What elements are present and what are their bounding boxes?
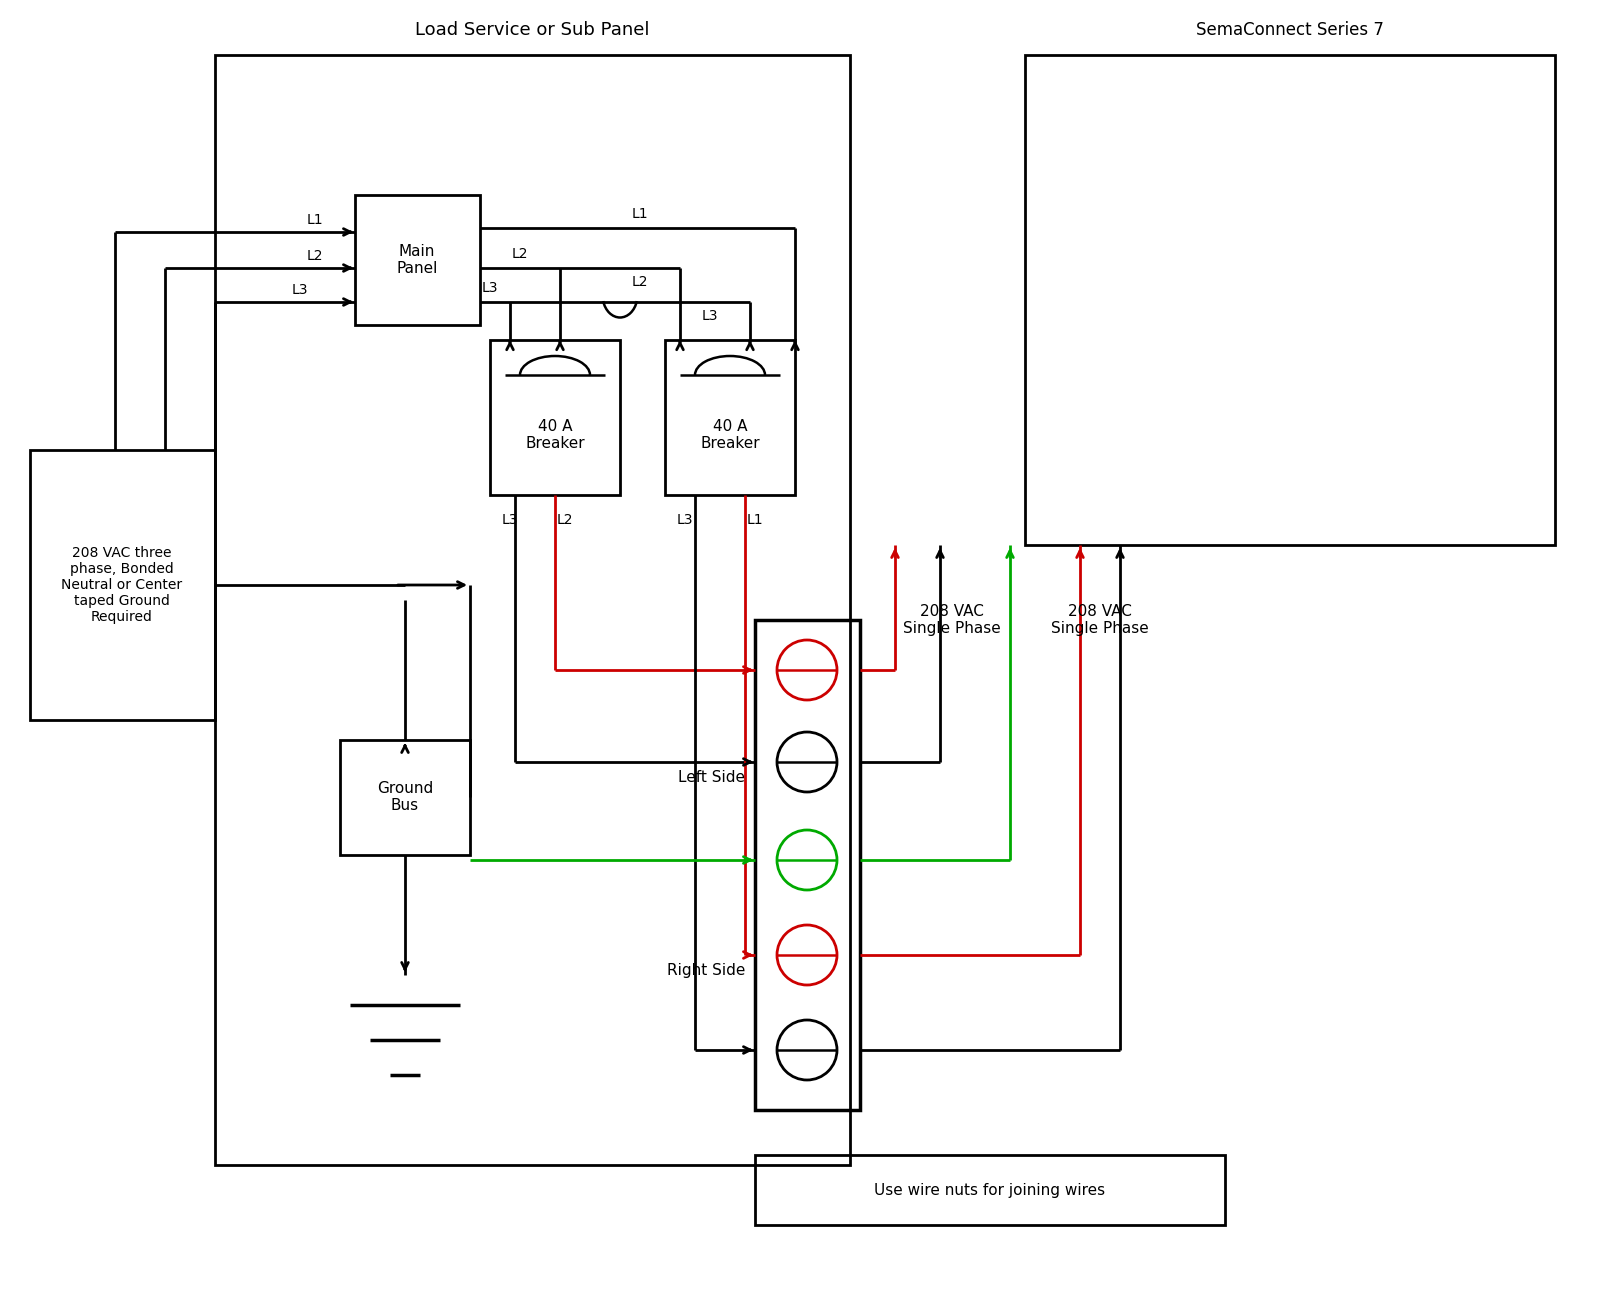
Bar: [755, 620, 861, 1109]
Text: 208 VAC
Single Phase: 208 VAC Single Phase: [902, 604, 1002, 636]
Text: 40 A
Breaker: 40 A Breaker: [701, 418, 760, 451]
Text: L2: L2: [557, 513, 573, 526]
Bar: [490, 340, 621, 495]
Text: L1: L1: [747, 513, 763, 526]
Bar: [755, 1155, 1226, 1225]
Bar: [30, 450, 214, 720]
Text: L1: L1: [307, 213, 323, 226]
Bar: [666, 340, 795, 495]
Text: 208 VAC
Single Phase: 208 VAC Single Phase: [1051, 604, 1149, 636]
Text: L3: L3: [702, 309, 718, 322]
Text: 208 VAC three
phase, Bonded
Neutral or Center
taped Ground
Required: 208 VAC three phase, Bonded Neutral or C…: [61, 546, 182, 624]
Text: L2: L2: [632, 275, 648, 290]
Text: L3: L3: [677, 513, 693, 526]
Text: L2: L2: [512, 247, 528, 261]
Bar: [1026, 55, 1555, 545]
Text: L3: L3: [291, 283, 309, 297]
Text: Right Side: Right Side: [667, 962, 746, 978]
Text: Load Service or Sub Panel: Load Service or Sub Panel: [414, 21, 650, 39]
Text: SemaConnect Series 7: SemaConnect Series 7: [1197, 21, 1384, 39]
Text: L3: L3: [502, 513, 518, 526]
Text: Left Side: Left Side: [678, 770, 746, 784]
Bar: [339, 740, 470, 855]
Text: 40 A
Breaker: 40 A Breaker: [525, 418, 586, 451]
Text: Main
Panel: Main Panel: [397, 243, 438, 276]
Bar: [355, 195, 480, 325]
Text: Ground
Bus: Ground Bus: [378, 780, 434, 813]
Text: L1: L1: [632, 207, 648, 221]
Bar: [214, 55, 850, 1165]
Text: L2: L2: [307, 249, 323, 263]
Text: L3: L3: [482, 282, 498, 295]
Text: Use wire nuts for joining wires: Use wire nuts for joining wires: [875, 1183, 1106, 1198]
